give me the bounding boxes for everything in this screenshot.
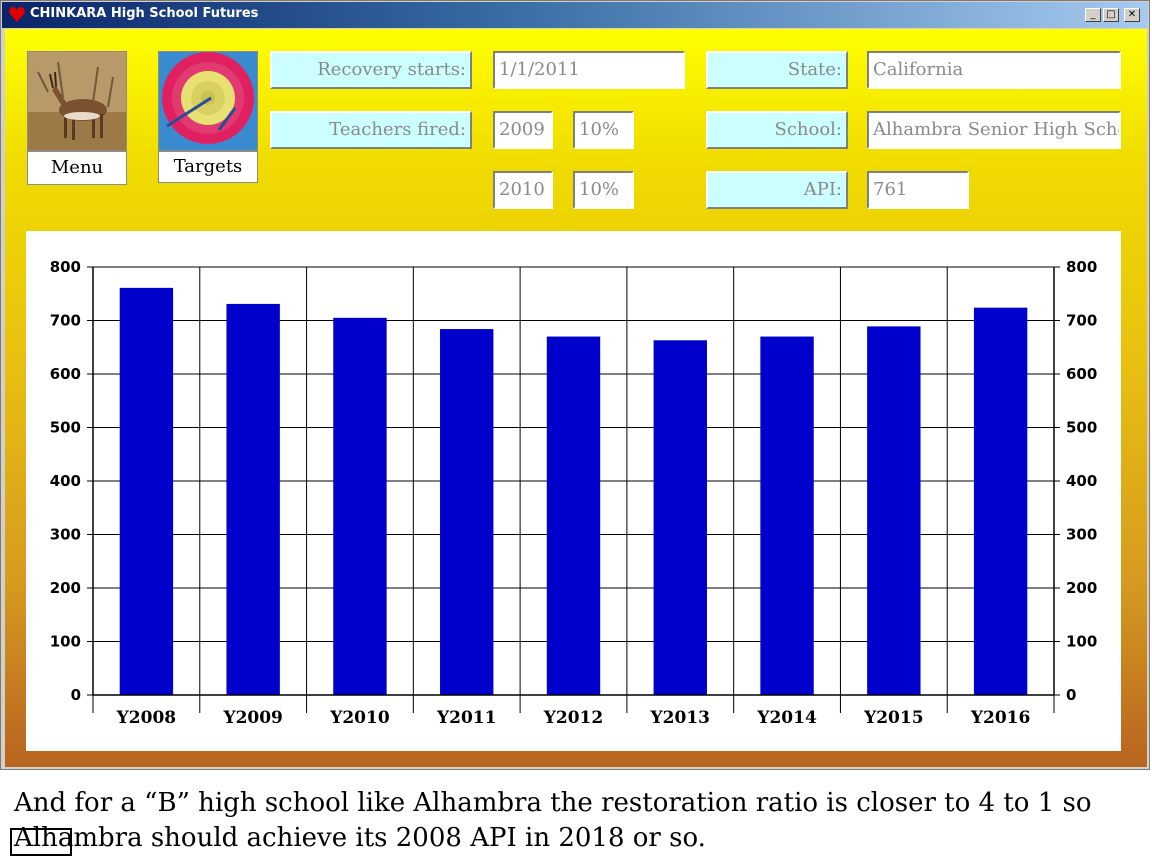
targets-button[interactable] — [158, 51, 258, 151]
x-tick-label: Y2008 — [116, 708, 176, 728]
maximize-icon: □ — [1106, 9, 1116, 20]
slide-caption: And for a “B” high school like Alhambra … — [14, 786, 1134, 856]
y-tick-label-right: 200 — [1066, 579, 1097, 597]
y-tick-label-right: 600 — [1066, 365, 1097, 383]
teachers-fired-label: Teachers fired: — [270, 111, 472, 149]
teachers-pct-2010-field[interactable]: 10% — [573, 171, 634, 209]
menu-label[interactable]: Menu — [27, 151, 127, 185]
menu-button[interactable] — [27, 51, 127, 151]
teachers-year-2010-field[interactable]: 2010 — [493, 171, 553, 209]
x-tick-label: Y2013 — [650, 708, 710, 728]
maximize-button[interactable]: □ — [1103, 8, 1119, 22]
y-tick-label-right: 800 — [1066, 258, 1097, 276]
chart-panel: 0 0 100 100 200 200 300 300 400 400 500 500 600 600 70… — [26, 231, 1121, 751]
targets-label[interactable]: Targets — [158, 151, 258, 183]
recovery-starts-field[interactable]: 1/1/2011 — [493, 51, 685, 89]
bar-y2011 — [440, 329, 494, 695]
y-tick-label-left: 700 — [50, 312, 81, 330]
y-tick-label-right: 700 — [1066, 312, 1097, 330]
y-tick-label-left: 100 — [50, 633, 81, 651]
school-label: School: — [706, 111, 848, 149]
y-tick-label-left: 500 — [50, 419, 81, 437]
gazelle-image — [28, 52, 126, 150]
bar-y2015 — [867, 326, 921, 695]
y-tick-label-left: 800 — [50, 258, 81, 276]
teachers-year-2009-field[interactable]: 2009 — [493, 111, 553, 149]
heart-icon — [9, 7, 25, 22]
recovery-starts-label: Recovery starts: — [270, 51, 472, 89]
minimize-button[interactable]: _ — [1085, 8, 1101, 22]
x-tick-label: Y2010 — [329, 708, 390, 728]
bar-y2016 — [973, 307, 1028, 695]
teachers-pct-2009-field[interactable]: 10% — [573, 111, 634, 149]
y-tick-label-left: 400 — [50, 472, 81, 490]
archery-target-image — [159, 52, 257, 150]
bar-y2012 — [546, 336, 601, 695]
close-icon: ✕ — [1127, 9, 1137, 20]
api-field[interactable]: 761 — [867, 171, 969, 209]
y-tick-label-left: 600 — [50, 365, 81, 383]
caption-line-1: And for a “B” high school like Alhambra … — [14, 788, 1092, 818]
api-label: API: — [706, 171, 848, 209]
bar-y2013 — [653, 340, 707, 695]
x-tick-label: Y2016 — [970, 708, 1030, 728]
state-field[interactable]: California — [867, 51, 1121, 89]
x-tick-label: Y2009 — [222, 708, 282, 728]
bar-y2010 — [333, 317, 387, 695]
y-tick-label-right: 300 — [1066, 526, 1097, 544]
y-tick-label-right: 500 — [1066, 419, 1097, 437]
x-tick-label: Y2015 — [863, 708, 923, 728]
y-tick-label-right: 100 — [1066, 633, 1097, 651]
caption-line-2: Alhambra should achieve its 2008 API in … — [14, 823, 706, 853]
app-window: CHINKARA High School Futures _ □ ✕ Menu — [0, 0, 1150, 770]
y-tick-label-right: 400 — [1066, 472, 1097, 490]
api-bar-chart: 0 0 100 100 200 200 300 300 400 400 500 500 600 600 70… — [50, 258, 1098, 728]
y-tick-label-left: 0 — [71, 686, 81, 704]
y-tick-label-right: 0 — [1066, 686, 1076, 704]
x-tick-label: Y2011 — [436, 708, 496, 728]
bar-y2008 — [119, 287, 174, 695]
y-tick-label-left: 200 — [50, 579, 81, 597]
close-button[interactable]: ✕ — [1124, 8, 1140, 22]
x-tick-label: Y2014 — [756, 708, 817, 728]
caption-overlay-box — [10, 828, 72, 856]
minimize-icon: _ — [1090, 9, 1096, 20]
state-label: State: — [706, 51, 848, 89]
x-tick-label: Y2012 — [543, 708, 603, 728]
bar-y2009 — [226, 303, 280, 695]
window-title: CHINKARA High School Futures — [30, 6, 259, 21]
bar-y2014 — [760, 336, 814, 695]
title-bar[interactable]: CHINKARA High School Futures _ □ ✕ — [2, 2, 1148, 28]
y-tick-label-left: 300 — [50, 526, 81, 544]
school-field[interactable]: Alhambra Senior High School — [867, 111, 1121, 149]
